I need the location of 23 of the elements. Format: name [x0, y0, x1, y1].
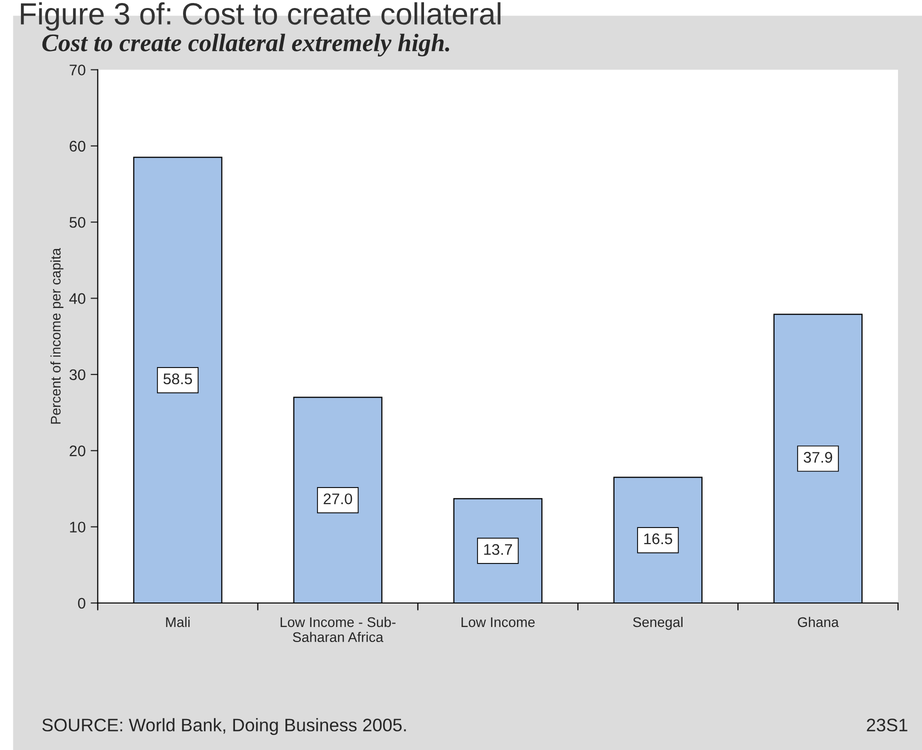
source-note: SOURCE: World Bank, Doing Business 2005.: [42, 718, 406, 735]
y-tick-label: 60: [70, 140, 86, 152]
y-tick-label: 10: [70, 522, 86, 533]
y-tick-label: 50: [70, 216, 86, 228]
x-tick-label: Low Income - Sub- Saharan Africa: [280, 616, 396, 642]
y-tick-label: 20: [70, 446, 86, 456]
chart-title: Figure 3 of: Cost to create collateral: [20, 2, 500, 31]
y-tick-label: 30: [70, 369, 86, 380]
data-label: 16.5: [644, 533, 672, 544]
x-tick-label: Senegal: [633, 616, 682, 630]
y-tick-label: 70: [70, 64, 86, 76]
y-tick-label: 40: [69, 293, 86, 304]
x-tick-label: Mali: [166, 616, 190, 628]
chart-subtitle: Cost to create collateral extremely high.: [42, 34, 450, 56]
data-label: 58.5: [164, 373, 192, 384]
data-label: 37.9: [804, 452, 832, 463]
x-tick-label: Low Income: [462, 617, 535, 628]
data-label: 27.0: [324, 493, 352, 504]
text: 23S1: [866, 718, 908, 732]
data-label: 13.7: [484, 544, 512, 555]
x-tick-label: Ghana: [798, 616, 839, 628]
y-tick-label: 0: [78, 598, 86, 609]
y-axis-title: Percent of income per capita: [50, 248, 64, 424]
